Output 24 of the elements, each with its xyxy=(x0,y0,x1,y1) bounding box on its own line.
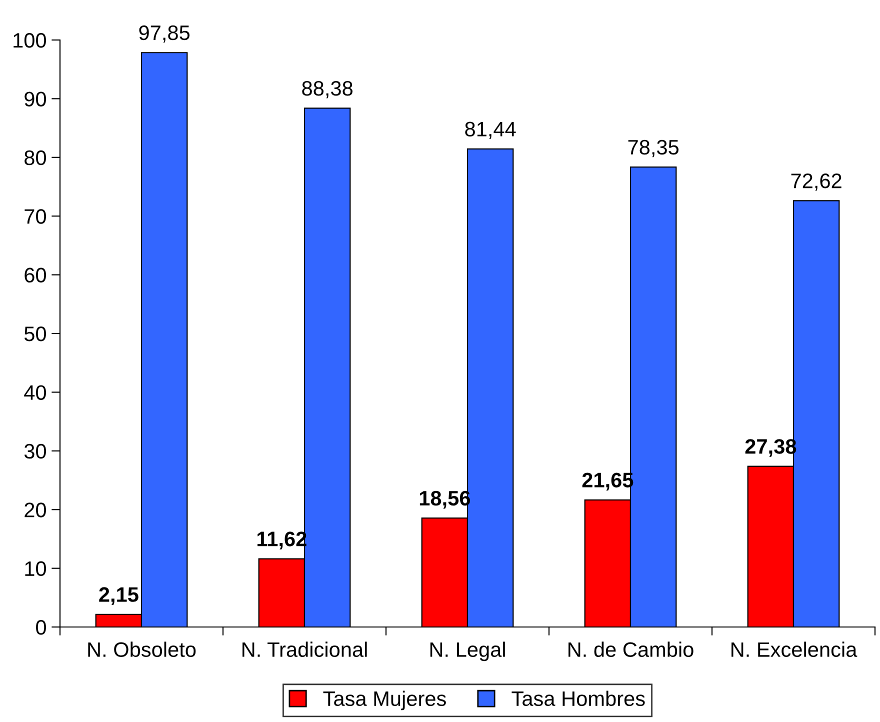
y-tick-label: 20 xyxy=(24,502,46,518)
data-label: 72,62 xyxy=(791,174,842,191)
legend-label: Tasa Mujeres xyxy=(323,690,446,710)
y-tick-label: 70 xyxy=(24,209,46,224)
y-tick-label: 50 xyxy=(24,326,46,342)
x-tick-label: N. Obsoleto xyxy=(88,642,196,657)
x-tick-label: N. Excelencia xyxy=(732,642,858,657)
x-tick-label: N. Legal xyxy=(430,642,505,662)
y-tick-label: 80 xyxy=(24,150,46,166)
y-tick-label: 40 xyxy=(24,385,46,400)
data-label: 97,85 xyxy=(139,25,190,43)
data-label: 81,44 xyxy=(465,122,516,139)
y-tick-label: 90 xyxy=(24,92,46,106)
data-label: 78,35 xyxy=(628,140,679,158)
x-tick-label: N. de Cambio xyxy=(568,642,694,657)
y-tick-label: 10 xyxy=(25,561,46,576)
data-label: 88,38 xyxy=(302,81,352,98)
data-label: 2,15 xyxy=(99,587,138,605)
x-tick-label: N. Tradicional xyxy=(242,642,367,657)
y-tick-label: 30 xyxy=(24,444,46,459)
y-tick-label: 0 xyxy=(36,620,46,635)
legend-label: Tasa Hombres xyxy=(512,690,645,706)
y-tick-label: 60 xyxy=(24,268,46,283)
y-tick-label: 100 xyxy=(14,33,46,48)
